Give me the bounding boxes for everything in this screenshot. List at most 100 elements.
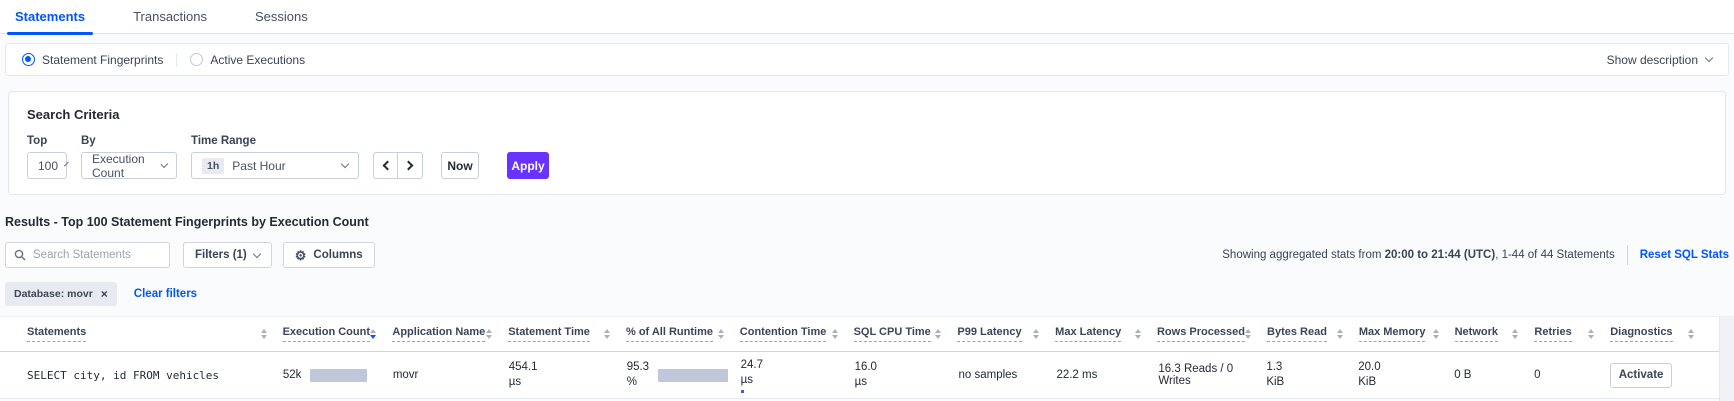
runtime-pct-bar bbox=[658, 368, 729, 382]
reset-sql-stats-link[interactable]: Reset SQL Stats bbox=[1639, 249, 1729, 261]
column-header-label[interactable]: SQL CPU Time bbox=[853, 326, 931, 342]
chevron-down-icon bbox=[252, 249, 262, 258]
column-header-label[interactable]: Application Name bbox=[392, 326, 486, 342]
top-select[interactable]: 100 bbox=[27, 152, 70, 179]
filter-chips-row: Database: movr × Clear filters bbox=[5, 282, 1729, 306]
view-mode-bar: Statement Fingerprints Active Executions… bbox=[5, 43, 1729, 76]
sort-icon[interactable] bbox=[1432, 329, 1439, 339]
sort-icon[interactable] bbox=[486, 329, 493, 339]
sort-icon[interactable] bbox=[260, 329, 267, 339]
column-header-p99-latency: P99 Latency bbox=[957, 326, 1055, 342]
sql-cpu-time-unit: µs bbox=[854, 376, 867, 388]
column-header-label[interactable]: Network bbox=[1454, 326, 1499, 342]
column-header-label[interactable]: Rows Processed bbox=[1156, 326, 1246, 342]
vertical-scrollbar[interactable] bbox=[1719, 317, 1734, 401]
sql-cpu-time-cell: 16.0 µs bbox=[855, 360, 959, 390]
column-header-label[interactable]: P99 Latency bbox=[957, 326, 1022, 342]
sort-icon[interactable] bbox=[603, 329, 610, 339]
time-nav bbox=[373, 152, 423, 179]
close-icon[interactable]: × bbox=[100, 287, 108, 301]
tab-sessions[interactable]: Sessions bbox=[255, 9, 308, 24]
radio-active-executions-label: Active Executions bbox=[210, 52, 306, 67]
table-header-row: Statements Execution Count Application N… bbox=[0, 317, 1734, 352]
results-toolbar: Filters (1) ⚙ Columns Showing aggregated… bbox=[5, 242, 1729, 268]
filters-button-label: Filters (1) bbox=[195, 249, 247, 261]
search-criteria-title: Search Criteria bbox=[27, 107, 120, 122]
execution-count-value: 52k bbox=[282, 369, 302, 381]
chevron-down-icon bbox=[340, 159, 350, 169]
column-header-max-memory: Max Memory bbox=[1358, 326, 1455, 342]
application-name-cell: movr bbox=[392, 369, 419, 381]
tab-statements[interactable]: Statements bbox=[6, 1, 94, 35]
time-range-select[interactable]: 1h Past Hour bbox=[191, 152, 359, 179]
bytes-read-value: 1.3 bbox=[1266, 361, 1283, 373]
column-header-label[interactable]: % of All Runtime bbox=[625, 326, 713, 342]
tab-transactions[interactable]: Transactions bbox=[133, 9, 208, 24]
columns-button[interactable]: ⚙ Columns bbox=[282, 242, 375, 268]
sort-icon[interactable] bbox=[1245, 329, 1252, 339]
sort-icon[interactable] bbox=[1134, 329, 1141, 339]
column-header-label[interactable]: Statement Time bbox=[508, 326, 590, 342]
column-header-label[interactable]: Execution Count bbox=[282, 326, 370, 342]
column-header-network: Network bbox=[1454, 326, 1535, 342]
gear-icon: ⚙ bbox=[294, 247, 307, 263]
previous-interval-button[interactable] bbox=[373, 152, 398, 179]
sort-icon[interactable] bbox=[1336, 329, 1343, 339]
by-label: By bbox=[81, 135, 96, 147]
stats-suffix: , 1-44 of 44 Statements bbox=[1495, 249, 1615, 261]
top-select-value: 100 bbox=[38, 158, 59, 173]
radio-statement-fingerprints[interactable]: Statement Fingerprints bbox=[22, 53, 163, 67]
show-description-toggle[interactable]: Show description bbox=[1607, 53, 1714, 67]
column-header-label[interactable]: Statements bbox=[27, 326, 87, 342]
max-memory-value: 20.0 bbox=[1358, 361, 1381, 373]
execution-count-cell: 52k bbox=[282, 368, 393, 382]
column-header-label[interactable]: Bytes Read bbox=[1267, 326, 1327, 342]
max-memory-cell: 20.0 KiB bbox=[1358, 360, 1454, 390]
column-header-execution-count: Execution Count bbox=[282, 326, 393, 342]
sort-icon[interactable] bbox=[1033, 329, 1040, 339]
contention-time-cell: 24.7 µs bbox=[740, 358, 855, 393]
divider bbox=[1626, 245, 1628, 265]
sort-desc-active-icon[interactable] bbox=[370, 329, 377, 339]
search-statements-input[interactable] bbox=[33, 249, 153, 261]
by-select[interactable]: Execution Count bbox=[81, 152, 177, 180]
sort-icon[interactable] bbox=[717, 329, 724, 339]
sort-icon[interactable] bbox=[1588, 329, 1595, 339]
chevron-down-icon bbox=[1704, 53, 1714, 63]
statement-fingerprint-link[interactable]: SELECT city, id FROM vehicles bbox=[27, 368, 220, 382]
p99-latency-cell: no samples bbox=[958, 369, 1018, 381]
column-header-sql-cpu-time: SQL CPU Time bbox=[853, 326, 958, 342]
max-latency-cell: 22.2 ms bbox=[1056, 369, 1098, 381]
apply-button[interactable]: Apply bbox=[507, 152, 549, 179]
runtime-pct-value: 95.3 bbox=[626, 361, 650, 373]
radio-active-executions[interactable]: Active Executions bbox=[190, 53, 305, 67]
database-filter-chip[interactable]: Database: movr × bbox=[5, 282, 117, 306]
column-header-label[interactable]: Max Memory bbox=[1358, 326, 1426, 342]
column-header-bytes-read: Bytes Read bbox=[1267, 326, 1359, 342]
tab-bar: Statements Transactions Sessions bbox=[0, 0, 1734, 35]
table-row: SELECT city, id FROM vehicles 52k movr 4… bbox=[0, 352, 1734, 399]
columns-button-label: Columns bbox=[313, 249, 363, 261]
clear-filters-link[interactable]: Clear filters bbox=[133, 288, 198, 300]
execution-count-bar bbox=[310, 368, 368, 382]
column-header-label[interactable]: Retries bbox=[1534, 326, 1572, 342]
rows-processed-cell: 16.3 Reads / 0 Writes bbox=[1158, 363, 1234, 387]
activate-diagnostics-button[interactable]: Activate bbox=[1610, 362, 1673, 388]
sort-icon[interactable] bbox=[1512, 329, 1519, 339]
column-header-contention-time: Contention Time bbox=[739, 326, 854, 342]
column-header-label[interactable]: Contention Time bbox=[739, 326, 827, 342]
search-criteria-controls: Top 100 By Execution Count Time Range 1h… bbox=[27, 135, 1707, 180]
chevron-down-icon bbox=[64, 161, 70, 167]
now-button[interactable]: Now bbox=[441, 152, 479, 179]
top-label: Top bbox=[27, 135, 48, 147]
next-interval-button[interactable] bbox=[398, 152, 423, 179]
column-header-max-latency: Max Latency bbox=[1055, 326, 1157, 342]
statement-time-unit: µs bbox=[508, 376, 522, 388]
sort-icon[interactable] bbox=[831, 329, 838, 339]
sort-icon[interactable] bbox=[935, 329, 942, 339]
sort-icon[interactable] bbox=[1688, 329, 1694, 339]
column-header-label[interactable]: Diagnostics bbox=[1610, 326, 1673, 342]
filters-button[interactable]: Filters (1) bbox=[183, 242, 272, 268]
column-header-label[interactable]: Max Latency bbox=[1055, 326, 1122, 342]
search-statements-box bbox=[5, 242, 170, 268]
